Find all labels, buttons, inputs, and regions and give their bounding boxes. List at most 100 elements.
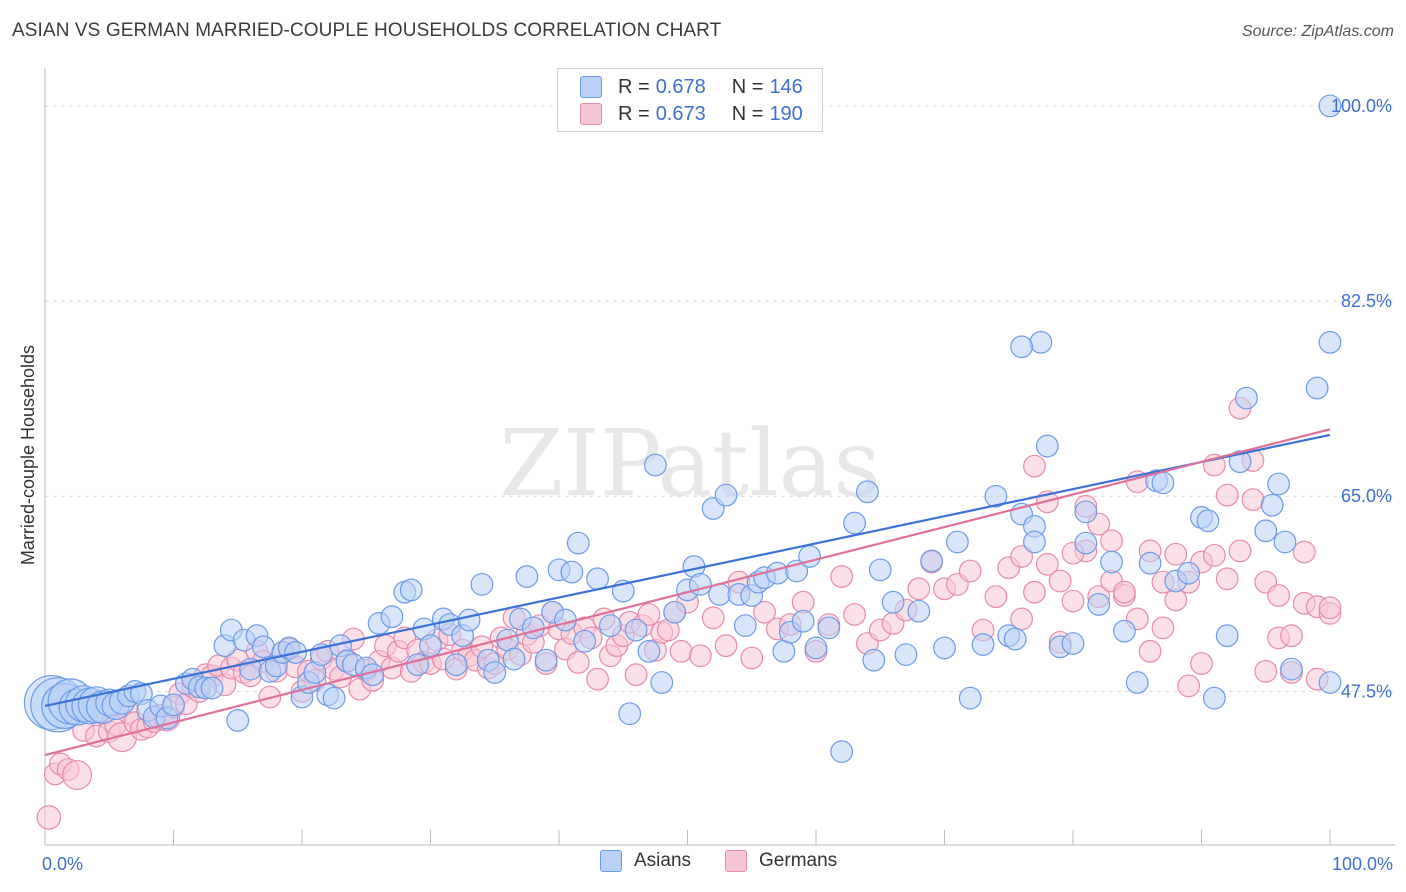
y-axis-label: Married-couple Households <box>18 345 38 565</box>
source-label: Source: ZipAtlas.com <box>1241 23 1394 40</box>
asians-point <box>1318 671 1342 694</box>
legend-row-germans: R = 0.673 N = 190 <box>580 100 803 128</box>
germans-point <box>624 663 648 687</box>
germans-point <box>1241 488 1265 511</box>
asians-point <box>534 648 558 672</box>
asians-point <box>856 480 879 504</box>
asians-point <box>1074 531 1098 555</box>
asians-point <box>958 686 982 710</box>
asians-point <box>843 511 866 535</box>
asians-point <box>733 614 757 638</box>
asians-point <box>1202 686 1226 710</box>
x-tick-label: 0.0% <box>42 854 83 874</box>
asians-point <box>1196 509 1220 533</box>
asians-point <box>881 590 905 614</box>
asians-point <box>1125 671 1149 694</box>
legend-row-asians: R = 0.678 N = 146 <box>580 73 803 101</box>
asians-point <box>599 614 622 638</box>
asians-point <box>406 653 430 677</box>
asians-point <box>1280 657 1303 681</box>
germans-point <box>1215 567 1239 591</box>
germans-point <box>1215 483 1239 507</box>
asians-point <box>502 647 526 671</box>
asians-point <box>560 560 584 584</box>
germans-point <box>36 805 62 830</box>
y-tick-label: 65.0% <box>1341 486 1392 506</box>
asians-point <box>226 709 250 732</box>
asians-point <box>1010 335 1033 359</box>
asians-trend-line <box>44 433 1331 708</box>
asians-point <box>945 530 969 554</box>
germans-point <box>688 644 712 668</box>
legend-r-label: R = <box>618 75 650 98</box>
germans-point <box>669 639 693 663</box>
asians-point <box>650 671 674 694</box>
legend: R = 0.678 N = 146 R = 0.673 N = 190 <box>557 68 823 132</box>
y-tick-label: 47.5% <box>1341 681 1392 701</box>
asians-point <box>907 599 931 623</box>
asians-point <box>252 635 275 659</box>
germans-point <box>1048 569 1072 593</box>
germans-trend-line <box>44 428 1331 757</box>
asians-point <box>380 605 404 629</box>
asians-point <box>1177 561 1201 585</box>
asians-point <box>1260 493 1284 517</box>
germans-point <box>1023 580 1046 604</box>
bottom-legend-germans[interactable]: Germans <box>725 850 837 872</box>
germans-point <box>1254 659 1278 683</box>
germans-point <box>740 646 764 670</box>
asians-point <box>1235 386 1258 410</box>
asians-point <box>483 661 507 684</box>
asians-swatch <box>600 850 622 872</box>
germans-point <box>637 603 661 626</box>
asians-series <box>23 94 1342 764</box>
germans-point <box>1292 540 1316 564</box>
germans-point <box>1151 616 1175 640</box>
asians-point <box>830 740 854 764</box>
chart-title: ASIAN VS GERMAN MARRIED-COUPLE HOUSEHOLD… <box>12 20 722 41</box>
germans-point <box>701 606 725 630</box>
asians-point <box>200 676 224 700</box>
asians-point <box>586 567 609 591</box>
germans-point <box>1164 542 1188 566</box>
asians-point <box>933 636 956 660</box>
asians-point <box>1003 627 1027 651</box>
germans-point <box>566 651 590 674</box>
asians-point <box>566 531 590 555</box>
germans-point <box>830 565 854 588</box>
germans-point <box>791 590 815 614</box>
germans-point <box>843 603 866 626</box>
asians-point <box>791 609 815 633</box>
legend-n-label: N = <box>731 102 764 125</box>
asians-point <box>804 636 828 660</box>
germans-point <box>62 760 93 791</box>
x-tick-label: 100.0% <box>1332 854 1393 874</box>
asians-point <box>868 558 892 582</box>
germans-point <box>1035 552 1059 576</box>
asians-point <box>1215 624 1239 648</box>
germans-point <box>1177 674 1201 698</box>
legend-r-value: 0.673 <box>655 102 706 125</box>
germans-point <box>1061 589 1085 613</box>
asians-point <box>920 549 944 573</box>
asians-point <box>618 702 642 726</box>
germans-point <box>1318 596 1342 620</box>
legend-n-label: N = <box>731 75 764 98</box>
asians-point <box>1305 376 1329 400</box>
germans-point <box>907 577 931 601</box>
germans-point <box>1190 652 1213 675</box>
germans-point <box>586 667 609 691</box>
germans-point <box>958 559 982 583</box>
germans-point <box>714 634 738 658</box>
germans-point <box>1164 588 1188 612</box>
asians-point <box>1228 450 1252 474</box>
asians-point <box>1023 530 1046 554</box>
asians-point <box>1100 550 1123 574</box>
bottom-legend-asians[interactable]: Asians <box>600 850 691 872</box>
asians-point <box>772 639 796 663</box>
watermark: ZIPatlas <box>499 410 880 517</box>
y-tick-label: 82.5% <box>1341 291 1392 311</box>
germans-point <box>1112 580 1136 604</box>
asians-point <box>162 693 185 717</box>
